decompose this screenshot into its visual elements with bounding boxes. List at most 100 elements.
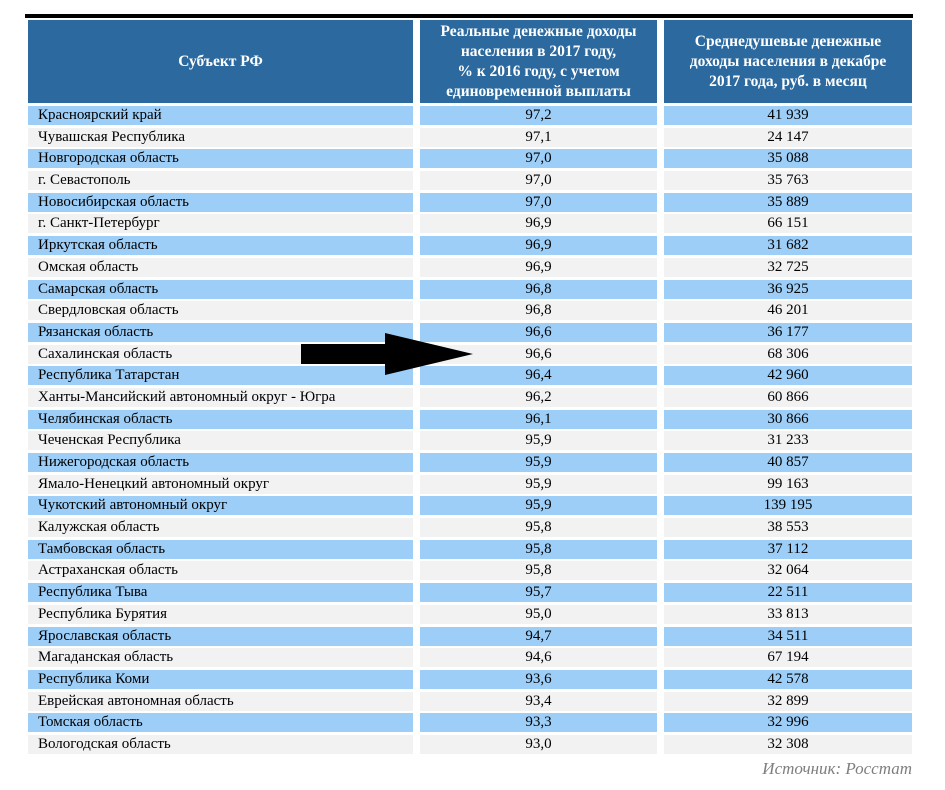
column-header-real-income: Реальные денежные доходы населения в 201… — [420, 20, 657, 103]
cell-real-income: 96,2 — [420, 387, 657, 407]
cell-region-name: Чеченская Республика — [28, 431, 413, 451]
table-row: Иркутская область 96,9 31 682 — [28, 236, 912, 256]
cell-avg-income: 42 578 — [664, 669, 912, 689]
table-row: Челябинская область 96,1 30 866 — [28, 409, 912, 429]
table-row: Самарская область 96,8 36 925 — [28, 279, 912, 299]
cell-avg-income: 33 813 — [664, 604, 912, 624]
cell-region-name: Астраханская область — [28, 561, 413, 581]
cell-region-name: Чукотский автономный округ — [28, 496, 413, 516]
table-row: Чувашская Республика 97,1 24 147 — [28, 127, 912, 147]
cell-region-name: Свердловская область — [28, 301, 413, 321]
cell-real-income: 97,1 — [420, 127, 657, 147]
cell-avg-income: 36 925 — [664, 279, 912, 299]
cell-region-name: Рязанская область — [28, 322, 413, 342]
cell-avg-income: 31 682 — [664, 236, 912, 256]
cell-region-name: Магаданская область — [28, 648, 413, 668]
cell-avg-income: 40 857 — [664, 453, 912, 472]
cell-real-income: 97,0 — [420, 171, 657, 191]
table-row: Свердловская область 96,8 46 201 — [28, 301, 912, 321]
cell-avg-income: 32 064 — [664, 561, 912, 581]
cell-real-income: 95,7 — [420, 583, 657, 603]
cell-avg-income: 41 939 — [664, 106, 912, 125]
cell-avg-income: 30 866 — [664, 409, 912, 429]
table-row: Республика Тыва 95,7 22 511 — [28, 583, 912, 603]
table-row: Красноярский край 97,2 41 939 — [28, 106, 912, 125]
cell-region-name: Республика Бурятия — [28, 604, 413, 624]
cell-avg-income: 32 899 — [664, 691, 912, 711]
table-row: Республика Бурятия 95,0 33 813 — [28, 604, 912, 624]
cell-region-name: г. Санкт-Петербург — [28, 214, 413, 234]
cell-region-name: Новгородская область — [28, 149, 413, 169]
cell-avg-income: 32 996 — [664, 713, 912, 733]
cell-avg-income: 34 511 — [664, 626, 912, 646]
column-header-avg-income: Среднедушевые денежные доходы населения … — [664, 20, 912, 103]
cell-avg-income: 60 866 — [664, 387, 912, 407]
cell-region-name: Чувашская Республика — [28, 127, 413, 147]
cell-region-name: Нижегородская область — [28, 453, 413, 472]
table-row: Чукотский автономный округ 95,9 139 195 — [28, 496, 912, 516]
cell-avg-income: 42 960 — [664, 366, 912, 386]
cell-region-name: Красноярский край — [28, 106, 413, 125]
table-row: Тамбовская область 95,8 37 112 — [28, 539, 912, 559]
cell-region-name: Ямало-Ненецкий автономный округ — [28, 474, 413, 494]
table-row: Ханты-Мансийский автономный округ - Югра… — [28, 387, 912, 407]
cell-real-income: 95,9 — [420, 474, 657, 494]
cell-region-name: Республика Татарстан — [28, 366, 413, 386]
table-row: Чеченская Республика 95,9 31 233 — [28, 431, 912, 451]
cell-avg-income: 37 112 — [664, 539, 912, 559]
table-row: г. Севастополь 97,0 35 763 — [28, 171, 912, 191]
cell-region-name: Томская область — [28, 713, 413, 733]
cell-real-income: 95,0 — [420, 604, 657, 624]
cell-avg-income: 35 889 — [664, 192, 912, 212]
cell-region-name: Иркутская область — [28, 236, 413, 256]
cell-avg-income: 35 763 — [664, 171, 912, 191]
table-row: Томская область 93,3 32 996 — [28, 713, 912, 733]
cell-region-name: Ярославская область — [28, 626, 413, 646]
cell-real-income: 93,0 — [420, 734, 657, 754]
table-row: Республика Татарстан 96,4 42 960 — [28, 366, 912, 386]
cell-real-income: 95,9 — [420, 431, 657, 451]
cell-avg-income: 22 511 — [664, 583, 912, 603]
cell-real-income: 95,8 — [420, 561, 657, 581]
cell-real-income: 96,8 — [420, 301, 657, 321]
cell-real-income: 93,3 — [420, 713, 657, 733]
cell-real-income: 97,0 — [420, 192, 657, 212]
cell-avg-income: 99 163 — [664, 474, 912, 494]
cell-region-name: Ханты-Мансийский автономный округ - Югра — [28, 387, 413, 407]
cell-real-income: 96,6 — [420, 322, 657, 342]
cell-real-income: 96,6 — [420, 344, 657, 364]
table-row: Новгородская область 97,0 35 088 — [28, 149, 912, 169]
table-row: г. Санкт-Петербург 96,9 66 151 — [28, 214, 912, 234]
cell-region-name: г. Севастополь — [28, 171, 413, 191]
column-header-region: Субъект РФ — [28, 20, 413, 103]
cell-real-income: 97,2 — [420, 106, 657, 125]
cell-avg-income: 66 151 — [664, 214, 912, 234]
table-row: Ямало-Ненецкий автономный округ 95,9 99 16… — [28, 474, 912, 494]
table-row: Сахалинская область 96,6 68 306 — [28, 344, 912, 364]
cell-real-income: 94,6 — [420, 648, 657, 668]
cell-real-income: 96,9 — [420, 214, 657, 234]
cell-real-income: 96,4 — [420, 366, 657, 386]
table-row: Астраханская область 95,8 32 064 — [28, 561, 912, 581]
table-row: Нижегородская область 95,9 40 857 — [28, 453, 912, 472]
table-row: Магаданская область 94,6 67 194 — [28, 648, 912, 668]
income-table: Субъект РФ Реальные денежные доходы насе… — [28, 20, 912, 754]
table-row: Вологодская область 93,0 32 308 — [28, 734, 912, 754]
arrow-pointer-icon — [301, 333, 473, 375]
cell-real-income: 96,9 — [420, 236, 657, 256]
cell-avg-income: 35 088 — [664, 149, 912, 169]
cell-region-name: Новосибирская область — [28, 192, 413, 212]
cell-real-income: 96,1 — [420, 409, 657, 429]
cell-real-income: 96,8 — [420, 279, 657, 299]
table-body: Красноярский край 97,2 41 939 Чувашская Рес… — [28, 106, 912, 754]
source-note: Источник: Росстат — [762, 758, 912, 778]
table-row: Республика Коми 93,6 42 578 — [28, 669, 912, 689]
table-header-row: Субъект РФ Реальные денежные доходы насе… — [28, 20, 912, 103]
cell-real-income: 93,4 — [420, 691, 657, 711]
table-row: Ярославская область 94,7 34 511 — [28, 626, 912, 646]
top-border-line — [25, 14, 913, 18]
cell-avg-income: 31 233 — [664, 431, 912, 451]
cell-real-income: 94,7 — [420, 626, 657, 646]
cell-real-income: 95,8 — [420, 518, 657, 538]
